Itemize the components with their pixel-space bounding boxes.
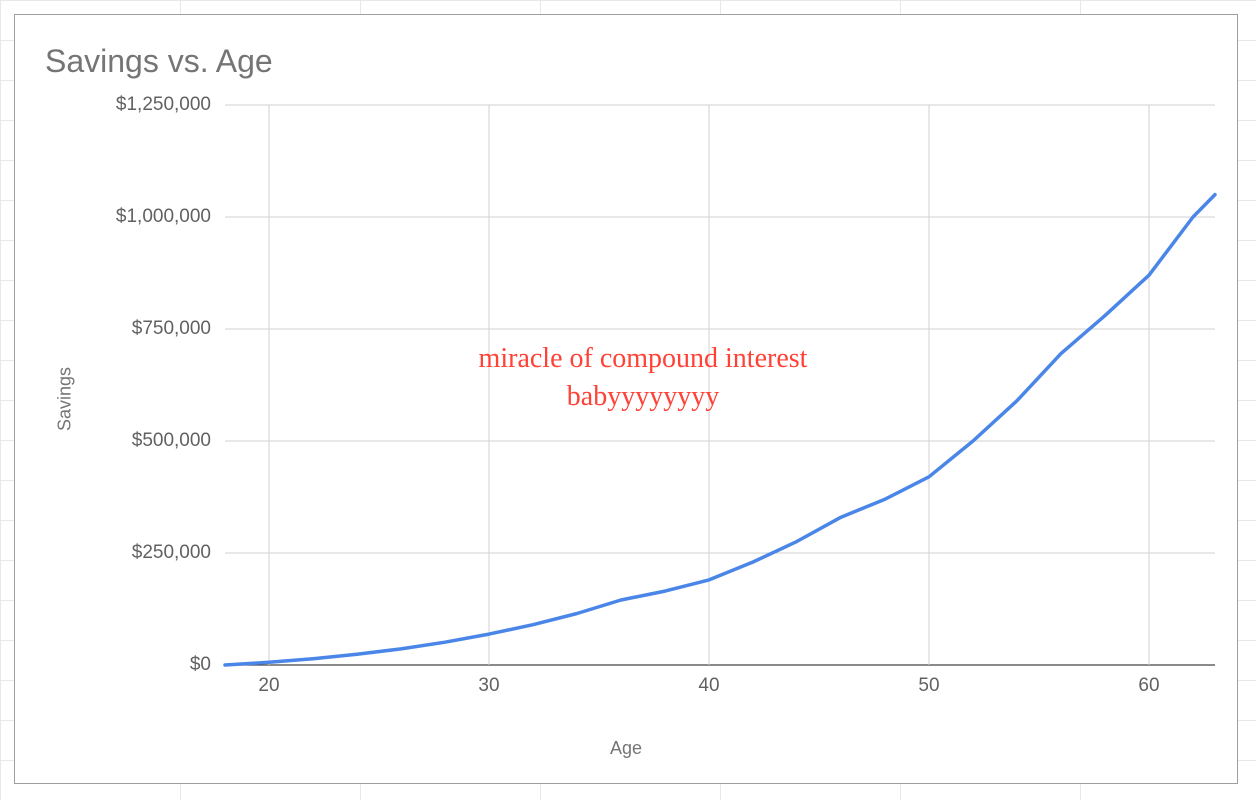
y-tick-label: $250,000: [61, 542, 211, 564]
x-tick-label: 40: [698, 675, 719, 697]
y-tick-label: $750,000: [61, 318, 211, 340]
x-axis-title: Age: [610, 738, 642, 759]
x-tick-label: 60: [1138, 675, 1159, 697]
x-tick-label: 30: [478, 675, 499, 697]
y-tick-label: $1,250,000: [61, 94, 211, 116]
chart-title: Savings vs. Age: [45, 43, 273, 80]
y-tick-label: $0: [61, 654, 211, 676]
x-tick-label: 50: [918, 675, 939, 697]
y-axis-title: Savings: [55, 367, 76, 431]
annotation-text: miracle of compound interest babyyyyyyyy: [479, 340, 808, 416]
y-tick-label: $1,000,000: [61, 206, 211, 228]
y-tick-label: $500,000: [61, 430, 211, 452]
chart-card: Savings vs. Age Savings Age $0 $250,000 $5…: [14, 14, 1238, 784]
series-line-savings: [225, 195, 1215, 665]
x-tick-label: 20: [258, 675, 279, 697]
